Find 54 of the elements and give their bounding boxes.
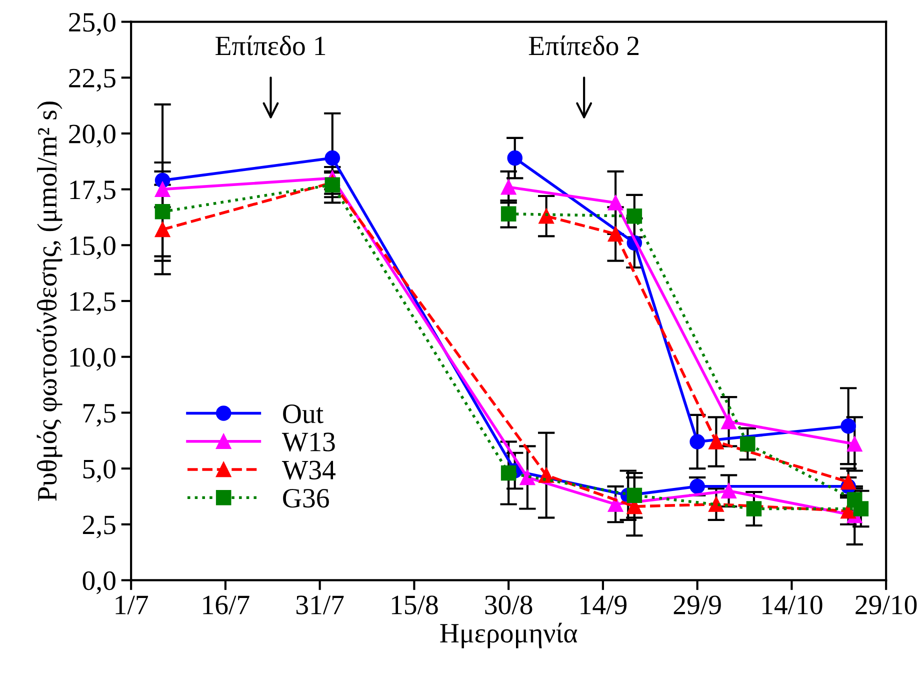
point bbox=[520, 470, 536, 486]
y-tick-label: 2,5 bbox=[82, 516, 116, 538]
point bbox=[846, 436, 862, 452]
y-tick-label: 5,0 bbox=[83, 460, 116, 482]
point bbox=[840, 474, 856, 490]
point bbox=[721, 483, 736, 499]
y-axis-title: Ρυθμός φωτοσύνθεσης, (μmol/m² s) bbox=[36, 102, 62, 501]
point bbox=[846, 492, 862, 508]
y-tick-label: 25,0 bbox=[69, 12, 116, 36]
legend-label: G36 bbox=[283, 488, 329, 508]
point bbox=[538, 208, 554, 224]
point bbox=[500, 206, 516, 222]
point bbox=[324, 177, 340, 192]
y-tick-label: 22,5 bbox=[69, 68, 116, 92]
point bbox=[154, 204, 170, 220]
point bbox=[500, 179, 516, 195]
y-tick-label: 20,0 bbox=[69, 124, 116, 148]
y-tick-label: 12,5 bbox=[70, 292, 116, 315]
point bbox=[608, 195, 624, 210]
legend-label: W13 bbox=[282, 432, 335, 452]
point bbox=[154, 182, 170, 197]
point bbox=[507, 150, 523, 166]
y-tick-label: 7,5 bbox=[84, 404, 116, 427]
x-tick-label: 15/8 bbox=[392, 596, 438, 614]
point bbox=[626, 488, 642, 503]
y-tick-label: 17,5 bbox=[70, 180, 116, 204]
x-tick-label: 31/7 bbox=[296, 596, 344, 614]
y-tick-label: 10,0 bbox=[70, 348, 116, 371]
x-tick-label: 1/7 bbox=[116, 596, 148, 614]
point bbox=[840, 418, 856, 434]
y-tick-label: 15,0 bbox=[70, 236, 116, 260]
x-tick-label: 14/10 bbox=[762, 596, 822, 614]
point bbox=[708, 496, 724, 512]
point bbox=[740, 436, 756, 452]
point bbox=[626, 208, 642, 224]
legend-label: W34 bbox=[282, 460, 336, 480]
x-tick-label: 30/8 bbox=[485, 596, 532, 614]
x-tick-label: 29/9 bbox=[674, 596, 721, 614]
x-tick-label: 14/9 bbox=[580, 596, 627, 614]
y-tick-label: 0,0 bbox=[82, 571, 116, 594]
point bbox=[608, 496, 624, 512]
x-axis-title: Ημερομηνία bbox=[440, 622, 578, 648]
annotation: Επίπεδο 1 bbox=[216, 35, 326, 56]
point bbox=[746, 501, 762, 516]
legend-label: Out bbox=[283, 404, 324, 424]
point bbox=[500, 465, 516, 481]
point bbox=[721, 414, 736, 430]
point bbox=[708, 434, 724, 450]
point bbox=[154, 222, 170, 238]
annotation: Επίπεδο 2 bbox=[528, 35, 639, 56]
x-tick-label: 16/7 bbox=[203, 596, 250, 614]
x-tick-label: 29/10 bbox=[856, 596, 917, 614]
point bbox=[690, 434, 705, 450]
point bbox=[324, 150, 340, 166]
